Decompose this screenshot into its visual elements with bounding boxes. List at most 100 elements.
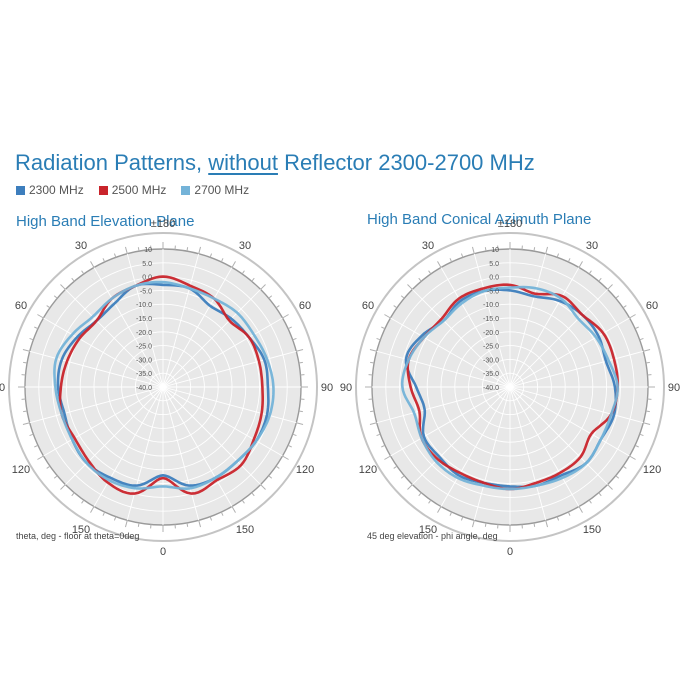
tick-mark (634, 326, 639, 330)
tick-mark (37, 314, 44, 319)
angle-label: 120 (12, 464, 30, 476)
tick-mark (275, 465, 280, 469)
tick-mark (622, 465, 627, 469)
tick-mark (533, 247, 536, 252)
tick-mark (53, 295, 58, 299)
tick-mark (449, 511, 453, 516)
legend: 2300 MHz 2500 MHz 2700 MHz (16, 183, 249, 197)
grid-spoke (93, 267, 164, 388)
angle-label: 120 (643, 464, 661, 476)
grid-spoke (440, 267, 511, 388)
grid-spoke (509, 386, 608, 485)
tick-mark (287, 444, 292, 448)
tick-mark (607, 284, 613, 290)
tick-mark (622, 305, 627, 309)
tick-mark (102, 511, 106, 516)
tick-mark (268, 295, 273, 299)
radial-tick-label: 5.0 (489, 261, 499, 268)
tick-mark (241, 270, 245, 275)
tick-mark (209, 516, 213, 521)
grid-spoke (162, 386, 200, 521)
tick-mark (46, 465, 51, 469)
tick-mark (34, 444, 39, 448)
radial-tick-label: -25.0 (483, 344, 499, 351)
radial-tick-label: -30.0 (136, 357, 152, 364)
radial-tick-label: 5.0 (142, 261, 152, 268)
tick-mark (296, 348, 304, 352)
tick-mark (567, 511, 571, 516)
tick-mark (645, 410, 650, 413)
tick-mark (376, 433, 381, 437)
radial-tick-label: -10.0 (483, 302, 499, 309)
tick-mark (260, 484, 266, 490)
grid-spoke (390, 317, 511, 388)
angle-label: 30 (586, 240, 598, 252)
radial-tick-label: -20.0 (136, 330, 152, 337)
radial-tick-label: -40.0 (483, 385, 499, 392)
radial-tick-label: 0.0 (142, 275, 152, 282)
tick-mark (645, 361, 650, 364)
grid-spoke (509, 267, 580, 388)
legend-item-2500: 2500 MHz (98, 183, 166, 197)
angle-label: 60 (646, 300, 658, 312)
tick-mark (639, 337, 644, 341)
tick-mark (282, 455, 289, 460)
grid-spoke (162, 386, 261, 485)
tick-mark (460, 516, 464, 521)
tick-mark (298, 361, 303, 364)
tick-mark (545, 520, 549, 528)
tick-mark (449, 258, 453, 263)
tick-mark (251, 277, 255, 282)
series-line-2500-mhz (58, 275, 264, 495)
tick-mark (629, 314, 636, 319)
radial-tick-label: -30.0 (483, 357, 499, 364)
legend-item-2700: 2700 MHz (181, 183, 249, 197)
tick-mark (400, 475, 405, 479)
tick-mark (22, 422, 30, 426)
tick-mark (37, 455, 44, 460)
tick-mark (292, 337, 297, 341)
tick-mark (186, 247, 189, 252)
angle-label: 0 (507, 546, 513, 558)
tick-mark (400, 295, 405, 299)
tick-mark (615, 475, 620, 479)
tick-mark (370, 361, 375, 364)
tick-mark (484, 522, 487, 527)
angle-label: 150 (236, 524, 254, 536)
legend-label: 2700 MHz (194, 183, 250, 197)
tick-mark (471, 520, 475, 528)
tick-mark (46, 305, 51, 309)
tick-mark (634, 444, 639, 448)
grid-spoke (126, 386, 164, 521)
tick-mark (231, 506, 236, 513)
tick-mark (53, 475, 58, 479)
grid-spoke (65, 386, 164, 485)
tick-mark (231, 261, 236, 268)
title-prefix: Radiation Patterns, (15, 150, 209, 175)
grid-spoke (509, 317, 630, 388)
grid-spoke (29, 386, 164, 424)
tick-mark (260, 284, 266, 290)
tick-mark (384, 314, 391, 319)
tick-mark (81, 499, 85, 504)
radial-tick-label: -10.0 (136, 302, 152, 309)
grid-spoke (473, 253, 511, 388)
radial-tick-label: -5.0 (140, 288, 152, 295)
tick-mark (23, 410, 28, 413)
tick-mark (29, 337, 34, 341)
legend-swatch (16, 185, 25, 195)
tick-mark (60, 484, 66, 490)
tick-mark (545, 246, 549, 254)
radial-tick-label: 10 (144, 247, 152, 254)
azimuth-plot-title: High Band Conical Azimuth Plane (367, 211, 592, 228)
grid-spoke (162, 253, 200, 388)
angle-label: 150 (72, 524, 90, 536)
grid-spoke (509, 253, 547, 388)
grid-spoke (390, 386, 511, 457)
tick-mark (629, 455, 636, 460)
tick-mark (198, 520, 202, 528)
grid-spoke (509, 386, 630, 457)
tick-mark (113, 253, 117, 258)
angle-label: 60 (15, 300, 27, 312)
